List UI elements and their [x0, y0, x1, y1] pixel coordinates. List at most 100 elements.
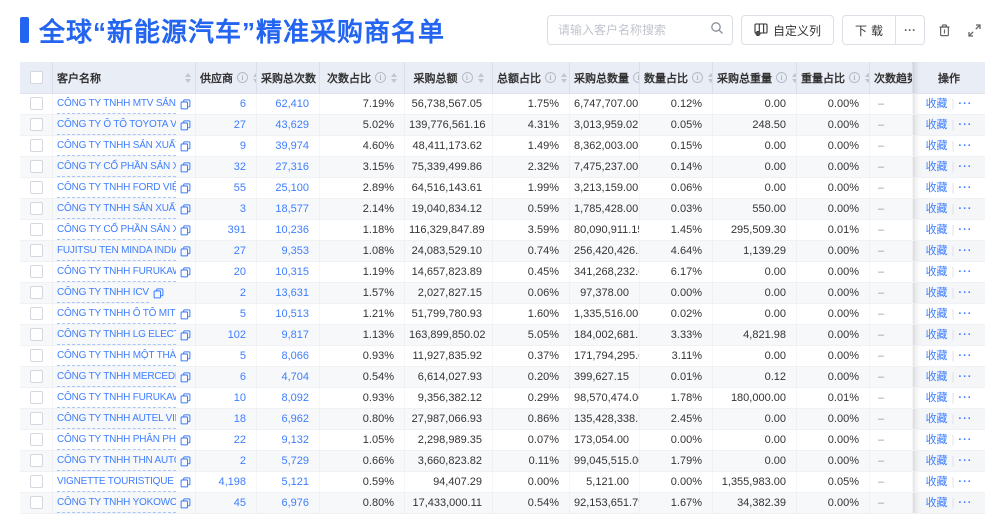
cell-count[interactable]: 13,631 — [257, 283, 320, 304]
copy-icon[interactable] — [180, 413, 191, 425]
cell-supplier[interactable]: 9 — [196, 136, 257, 157]
row-more-button[interactable]: ··· — [958, 265, 973, 278]
customer-name-link[interactable]: CÔNG TY TNHH THN AUTOPAR... — [57, 451, 176, 471]
column-header-name[interactable]: 客户名称 — [53, 62, 196, 94]
info-icon[interactable]: i — [545, 72, 556, 83]
row-more-button[interactable]: ··· — [958, 286, 973, 299]
column-header-weight_pct[interactable]: 重量占比 i — [797, 62, 870, 94]
customer-name-link[interactable]: CÔNG TY TNHH MERCEDES–B... — [57, 367, 176, 387]
cell-supplier[interactable]: 5 — [196, 304, 257, 325]
copy-icon[interactable] — [180, 434, 191, 446]
copy-icon[interactable] — [180, 455, 191, 467]
cell-count[interactable]: 10,236 — [257, 220, 320, 241]
row-checkbox[interactable] — [29, 391, 43, 405]
cell-count[interactable]: 25,100 — [257, 178, 320, 199]
copy-icon[interactable] — [180, 140, 191, 152]
column-header-amount_pct[interactable]: 总额占比 i — [493, 62, 570, 94]
row-checkbox[interactable] — [29, 286, 43, 300]
favorite-button[interactable]: 收藏 — [925, 433, 948, 446]
cell-supplier[interactable]: 32 — [196, 157, 257, 178]
customer-name-link[interactable]: CÔNG TY TNHH Ô TÔ MITSUBI... — [57, 304, 176, 324]
row-checkbox[interactable] — [29, 244, 43, 258]
favorite-button[interactable]: 收藏 — [925, 454, 948, 467]
favorite-button[interactable]: 收藏 — [925, 328, 948, 341]
row-checkbox[interactable] — [29, 370, 43, 384]
copy-icon[interactable] — [180, 392, 191, 404]
row-checkbox[interactable] — [29, 496, 43, 510]
cell-count[interactable]: 5,729 — [257, 451, 320, 472]
cell-supplier[interactable]: 4,198 — [196, 472, 257, 493]
customer-name-link[interactable]: CÔNG TY Ô TÔ TOYOTA VIỆT ... — [57, 115, 176, 135]
row-more-button[interactable]: ··· — [958, 391, 973, 404]
column-header-qty[interactable]: 采购总数量 i — [570, 62, 640, 94]
copy-icon[interactable] — [180, 266, 191, 278]
row-more-button[interactable]: ··· — [958, 475, 973, 488]
copy-icon[interactable] — [180, 224, 191, 236]
cell-count[interactable]: 39,974 — [257, 136, 320, 157]
row-more-button[interactable]: ··· — [958, 496, 973, 509]
row-more-button[interactable]: ··· — [958, 454, 973, 467]
copy-icon[interactable] — [180, 98, 191, 110]
cell-count[interactable]: 9,353 — [257, 241, 320, 262]
row-checkbox[interactable] — [29, 160, 43, 174]
row-more-button[interactable]: ··· — [958, 139, 973, 152]
cell-supplier[interactable]: 6 — [196, 367, 257, 388]
row-checkbox[interactable] — [29, 454, 43, 468]
info-icon[interactable]: i — [461, 72, 473, 83]
customize-columns-button[interactable]: 自定义列 — [740, 15, 834, 45]
customer-name-link[interactable]: CÔNG TY CỔ PHẦN SẢN XUẤT... — [57, 157, 176, 177]
row-more-button[interactable]: ··· — [958, 307, 973, 320]
row-checkbox[interactable] — [29, 181, 43, 195]
row-more-button[interactable]: ··· — [958, 160, 973, 173]
favorite-button[interactable]: 收藏 — [925, 475, 948, 488]
row-checkbox[interactable] — [29, 328, 43, 342]
row-more-button[interactable]: ··· — [958, 244, 973, 257]
favorite-button[interactable]: 收藏 — [925, 223, 948, 236]
info-icon[interactable]: i — [849, 72, 860, 83]
row-more-button[interactable]: ··· — [958, 181, 973, 194]
row-more-button[interactable]: ··· — [958, 202, 973, 215]
customer-name-link[interactable]: VIGNETTE TOURISTIQUE G UNI... — [57, 472, 176, 492]
copy-icon[interactable] — [180, 329, 191, 341]
row-checkbox[interactable] — [29, 265, 43, 279]
copy-icon[interactable] — [180, 308, 191, 320]
cell-count[interactable]: 9,817 — [257, 325, 320, 346]
cell-supplier[interactable]: 391 — [196, 220, 257, 241]
customer-name-link[interactable]: CÔNG TY TNHH FURUKAWA A... — [57, 388, 176, 408]
copy-icon[interactable] — [180, 182, 191, 194]
row-checkbox[interactable] — [29, 202, 43, 216]
column-header-qty_pct[interactable]: 数量占比 i — [640, 62, 713, 94]
customer-name-link[interactable]: CÔNG TY TNHH MỘT THÀNH V... — [57, 346, 176, 366]
cell-count[interactable]: 43,629 — [257, 115, 320, 136]
row-checkbox[interactable] — [29, 118, 43, 132]
row-more-button[interactable]: ··· — [958, 328, 973, 341]
copy-icon[interactable] — [180, 476, 191, 488]
column-header-amount[interactable]: 采购总额 i — [405, 62, 493, 94]
row-checkbox[interactable] — [29, 139, 43, 153]
cell-count[interactable]: 9,132 — [257, 430, 320, 451]
favorite-button[interactable]: 收藏 — [925, 349, 948, 362]
copy-icon[interactable] — [180, 350, 191, 362]
row-more-button[interactable]: ··· — [958, 370, 973, 383]
cell-supplier[interactable]: 2 — [196, 451, 257, 472]
cell-supplier[interactable]: 27 — [196, 115, 257, 136]
cell-count[interactable]: 27,316 — [257, 157, 320, 178]
select-all-checkbox[interactable] — [29, 71, 43, 84]
customer-name-link[interactable]: CÔNG TY TNHH MTV SẢN XUẤ... — [57, 94, 176, 114]
search-box[interactable] — [546, 15, 733, 45]
favorite-button[interactable]: 收藏 — [925, 286, 948, 299]
copy-icon[interactable] — [180, 371, 191, 383]
column-header-count[interactable]: 采购总次数i — [257, 62, 320, 94]
favorite-button[interactable]: 收藏 — [925, 244, 948, 257]
customer-name-link[interactable]: CÔNG TY TNHH SẢN XUẤT VÀ ... — [57, 199, 176, 219]
copy-icon[interactable] — [180, 497, 191, 509]
row-more-button[interactable]: ··· — [958, 412, 973, 425]
cell-count[interactable]: 8,092 — [257, 388, 320, 409]
cell-supplier[interactable]: 2 — [196, 283, 257, 304]
cell-supplier[interactable]: 27 — [196, 241, 257, 262]
favorite-button[interactable]: 收藏 — [925, 265, 948, 278]
favorite-button[interactable]: 收藏 — [925, 370, 948, 383]
customer-name-link[interactable]: CÔNG TY TNHH PHÂN PHỐI T... — [57, 430, 176, 450]
favorite-button[interactable]: 收藏 — [925, 496, 948, 509]
favorite-button[interactable]: 收藏 — [925, 118, 948, 131]
